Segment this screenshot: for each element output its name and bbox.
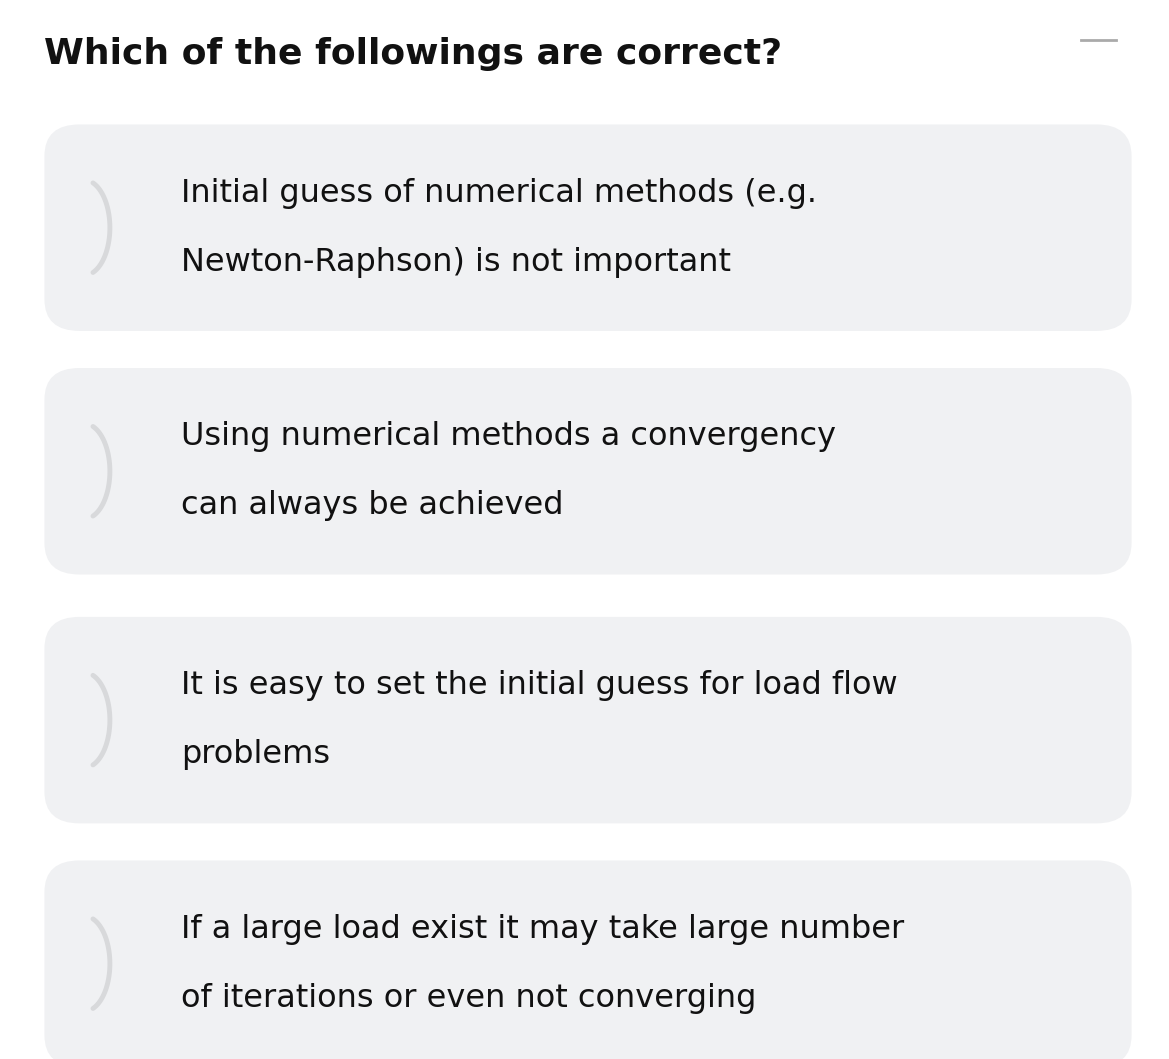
FancyBboxPatch shape: [44, 367, 1132, 574]
Text: Which of the followings are correct?: Which of the followings are correct?: [44, 37, 782, 71]
FancyBboxPatch shape: [44, 860, 1132, 1059]
Text: problems: problems: [181, 739, 331, 770]
Text: can always be achieved: can always be achieved: [181, 490, 563, 521]
FancyBboxPatch shape: [44, 616, 1132, 824]
FancyBboxPatch shape: [44, 124, 1132, 330]
Text: Initial guess of numerical methods (e.g.: Initial guess of numerical methods (e.g.: [181, 178, 817, 209]
Text: It is easy to set the initial guess for load flow: It is easy to set the initial guess for …: [181, 670, 898, 701]
Text: Newton-Raphson) is not important: Newton-Raphson) is not important: [181, 247, 731, 277]
Text: of iterations or even not converging: of iterations or even not converging: [181, 983, 756, 1013]
Text: If a large load exist it may take large number: If a large load exist it may take large …: [181, 914, 905, 945]
Text: Using numerical methods a convergency: Using numerical methods a convergency: [181, 421, 836, 452]
